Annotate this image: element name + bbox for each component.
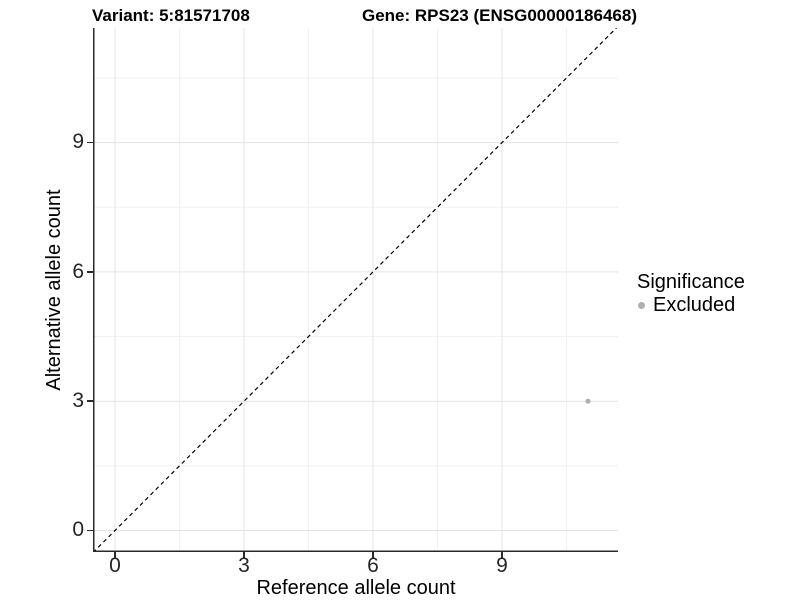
x-tick-label: 3 xyxy=(238,554,250,577)
x-tick-mark xyxy=(372,552,374,558)
legend: Significance Excluded xyxy=(637,271,745,317)
y-tick-mark xyxy=(87,141,93,144)
x-tick-mark xyxy=(243,552,245,558)
excluded-point-icon xyxy=(638,301,645,309)
y-axis-title: Alternative allele count xyxy=(43,189,65,391)
x-tick-label: 0 xyxy=(109,554,121,577)
legend-item-excluded: Excluded xyxy=(637,294,745,316)
x-tick-mark xyxy=(114,552,116,558)
data-point xyxy=(585,398,591,404)
x-axis-title: Reference allele count xyxy=(256,577,456,599)
y-tick-label: 0 xyxy=(72,518,84,541)
plot-panel xyxy=(93,28,618,552)
y-tick-label: 6 xyxy=(72,260,84,283)
variant-title: Variant: 5:81571708 xyxy=(92,6,250,25)
x-tick-label: 9 xyxy=(496,554,508,577)
plot-canvas xyxy=(93,28,618,552)
y-tick-mark xyxy=(87,400,93,402)
y-tick-label: 3 xyxy=(72,389,84,412)
y-tick-mark xyxy=(87,271,93,273)
y-tick-mark xyxy=(87,529,93,532)
legend-item-label: Excluded xyxy=(653,294,736,316)
identity-reference-line xyxy=(93,28,618,552)
gene-title: Gene: RPS23 (ENSG00000186468) xyxy=(362,6,637,25)
x-tick-mark xyxy=(501,552,503,558)
y-tick-label: 9 xyxy=(72,130,84,153)
x-tick-label: 6 xyxy=(367,554,379,577)
legend-title: Significance xyxy=(637,271,745,293)
